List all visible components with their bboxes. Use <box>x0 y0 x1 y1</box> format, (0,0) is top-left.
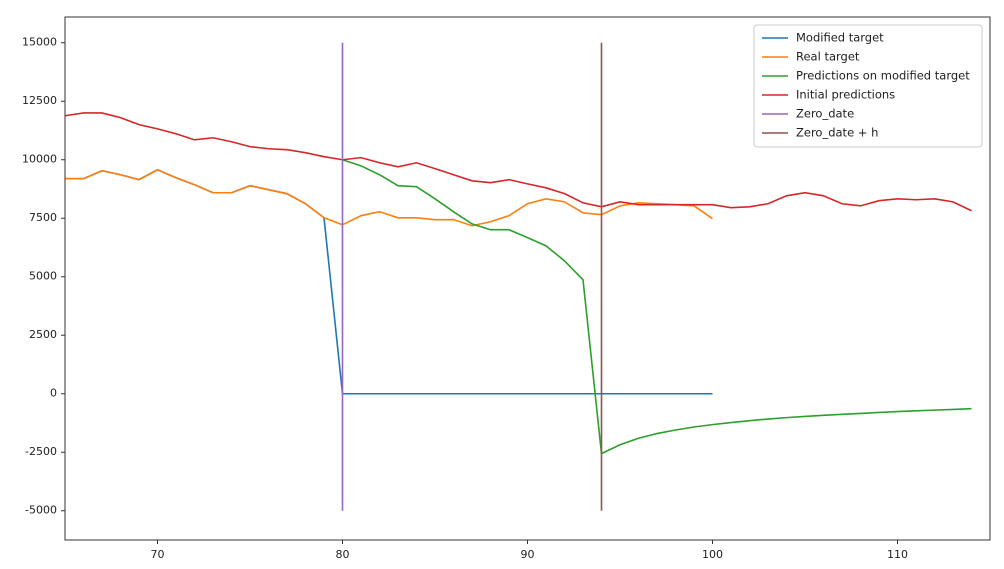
plot-frame <box>64 16 991 541</box>
y-tick-label: -5000 <box>25 504 57 517</box>
y-tick-label: 12500 <box>22 94 57 107</box>
legend-label: Modified target <box>796 31 884 45</box>
x-tick-label: 80 <box>336 548 350 561</box>
series-line <box>342 158 972 455</box>
legend-label: Zero_date <box>796 107 854 121</box>
x-tick-label: 110 <box>887 548 908 561</box>
x-tick-label: 70 <box>151 548 165 561</box>
series-line <box>65 112 972 212</box>
legend-label: Zero_date + h <box>796 126 878 140</box>
y-tick-label: 7500 <box>29 211 57 224</box>
legend-label: Real target <box>796 50 860 64</box>
series-line <box>65 168 713 227</box>
y-tick-label: 15000 <box>22 36 57 49</box>
y-tick-label: 5000 <box>29 270 57 283</box>
x-tick-label: 90 <box>521 548 535 561</box>
y-tick-label: 2500 <box>29 328 57 341</box>
y-tick-label: 0 <box>50 387 57 400</box>
x-tick-label: 100 <box>702 548 723 561</box>
legend-box <box>753 24 983 148</box>
y-tick-label: -2500 <box>25 445 57 458</box>
legend-label: Predictions on modified target <box>796 69 970 83</box>
y-tick-label: 10000 <box>22 153 57 166</box>
legend-label: Initial predictions <box>796 88 895 102</box>
